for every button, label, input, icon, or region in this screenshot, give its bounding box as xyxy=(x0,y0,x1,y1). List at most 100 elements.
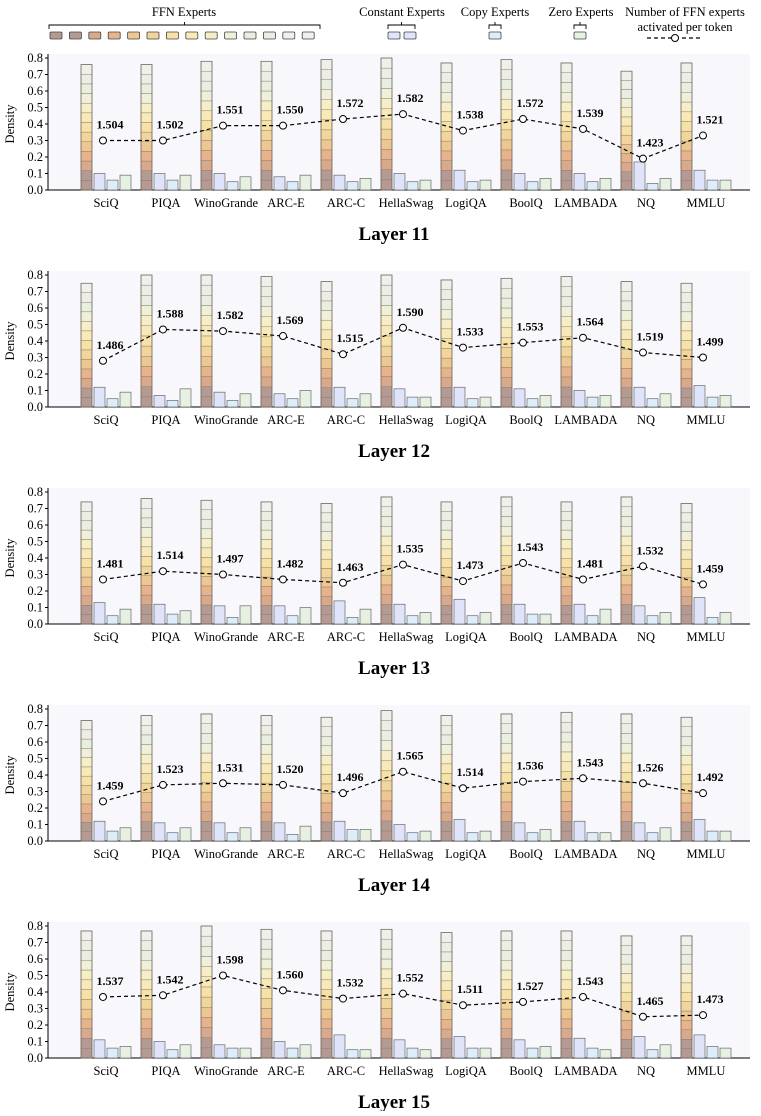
bar-ffn-segment xyxy=(380,139,393,150)
bar-ffn-segment xyxy=(320,368,333,379)
chart-panel: 0.0 0.1 0.2 0.3 0.4 0.5 0.6 0.7 0.8 Density SciQ PI… xyxy=(3,919,750,1113)
bar-ffn-segment xyxy=(260,276,273,287)
bar-ffn-segment xyxy=(500,396,513,408)
bar-ffn-segment xyxy=(500,752,513,764)
bar-ffn-segment xyxy=(680,963,693,974)
bar-ffn-segment xyxy=(80,321,93,332)
bar-constant xyxy=(333,1034,346,1059)
bar-ffn-segment xyxy=(200,772,213,783)
bar-zero xyxy=(479,1047,492,1059)
line-point xyxy=(399,323,407,332)
line-point xyxy=(399,989,407,998)
bar-ffn-segment xyxy=(620,982,633,993)
bar-ffn-segment xyxy=(80,151,93,162)
bar-ffn-segment xyxy=(500,99,513,111)
bar-ffn-segment xyxy=(260,110,273,121)
y-tick-label: 0.4 xyxy=(27,334,43,348)
chart-panel: 0.0 0.1 0.2 0.3 0.4 0.5 0.6 0.7 0.8 Density SciQ PI… xyxy=(3,702,750,896)
bar-ffn-segment xyxy=(620,107,633,118)
x-tick-label: PIQA xyxy=(151,847,180,861)
y-tick-label: 0.5 xyxy=(27,535,43,549)
bar-zero xyxy=(299,607,312,625)
bar-ffn-segment xyxy=(380,284,393,296)
bar-ffn-segment xyxy=(680,595,693,606)
bar-ffn-segment xyxy=(560,950,573,961)
bar-ffn-segment xyxy=(440,990,453,1001)
bar-ffn-segment xyxy=(500,159,513,171)
bar-ffn-segment xyxy=(200,743,213,754)
bar-zero xyxy=(659,612,672,625)
bar-ffn-segment xyxy=(200,356,213,367)
bar-ffn-segment xyxy=(80,1028,93,1039)
y-tick-label: 0.3 xyxy=(27,568,43,582)
line-point xyxy=(459,343,467,352)
bar-ffn-segment xyxy=(380,968,393,980)
y-tick-label: 0.2 xyxy=(27,367,43,381)
line-point xyxy=(639,1012,647,1021)
bar-ffn xyxy=(260,928,273,1059)
bar-ffn-segment xyxy=(380,88,393,99)
bar-ffn-segment xyxy=(680,131,693,142)
bar-ffn-segment xyxy=(260,548,273,559)
bar-ffn-segment xyxy=(500,950,513,961)
bar-ffn-segment xyxy=(680,812,693,823)
y-tick-label: 0.1 xyxy=(27,601,43,615)
bar-ffn-segment xyxy=(620,992,633,1002)
bar-ffn-segment xyxy=(440,111,453,122)
bar-ffn-segment xyxy=(680,1048,693,1059)
bar-ffn-segment xyxy=(200,140,213,151)
bar-ffn-segment xyxy=(680,531,693,541)
bar-ffn-segment xyxy=(320,319,333,331)
bar-copy xyxy=(166,400,179,408)
bar-ffn-segment xyxy=(380,57,393,69)
bar-ffn-segment xyxy=(80,529,93,540)
x-tick-label: LogiQA xyxy=(445,847,487,861)
x-tick-label: LAMBADA xyxy=(554,413,617,427)
bar-ffn-segment xyxy=(140,565,153,576)
bar-ffn-segment xyxy=(620,614,633,625)
bar-ffn-segment xyxy=(80,83,93,94)
bar-ffn-segment xyxy=(620,733,633,744)
bar-ffn-segment xyxy=(140,821,153,832)
bar-zero xyxy=(299,390,312,408)
bar-copy xyxy=(586,181,599,191)
legend-ffn-swatch xyxy=(282,31,296,40)
bar-ffn-segment xyxy=(320,179,333,191)
bar-ffn-segment xyxy=(380,978,393,989)
bar-ffn-segment xyxy=(440,942,453,953)
bar-ffn-segment xyxy=(500,801,513,812)
bar-ffn-segment xyxy=(80,803,93,814)
bar-ffn-segment xyxy=(380,376,393,387)
line-point xyxy=(519,558,527,567)
bar-ffn-segment xyxy=(200,557,213,568)
data-label: 1.582 xyxy=(397,91,424,105)
bar-ffn-segment xyxy=(500,555,513,566)
x-tick-label: BoolQ xyxy=(509,1064,542,1078)
bar-zero xyxy=(239,827,252,842)
bar-ffn xyxy=(80,720,93,842)
bar-ffn-segment xyxy=(620,329,633,340)
bar-ffn-segment xyxy=(260,336,273,348)
bar-constant xyxy=(573,1037,586,1059)
bar-ffn-segment xyxy=(620,963,633,974)
bar-ffn-segment xyxy=(500,1038,513,1049)
bar-constant xyxy=(453,1036,466,1059)
bar-copy xyxy=(106,830,119,842)
legend-line-label: Number of FFN experts xyxy=(625,5,745,19)
bar-copy xyxy=(286,834,299,842)
bar-ffn-segment xyxy=(80,999,93,1010)
bar-ffn-segment xyxy=(620,772,633,783)
bar-ffn xyxy=(320,503,333,625)
bar-ffn-segment xyxy=(440,734,453,745)
bar-ffn-segment xyxy=(440,980,453,991)
bar-constant xyxy=(513,603,526,625)
legend-ffn-swatch xyxy=(69,31,82,40)
bar-constant xyxy=(273,393,286,408)
bar-ffn-segment xyxy=(500,307,513,319)
bar-ffn xyxy=(680,716,693,842)
bar-ffn-segment xyxy=(380,535,393,547)
y-tick-label: 0.1 xyxy=(27,167,43,181)
legend-ffn-swatch xyxy=(301,31,315,40)
bar-ffn-segment xyxy=(320,310,333,321)
bar-ffn-segment xyxy=(260,130,273,141)
